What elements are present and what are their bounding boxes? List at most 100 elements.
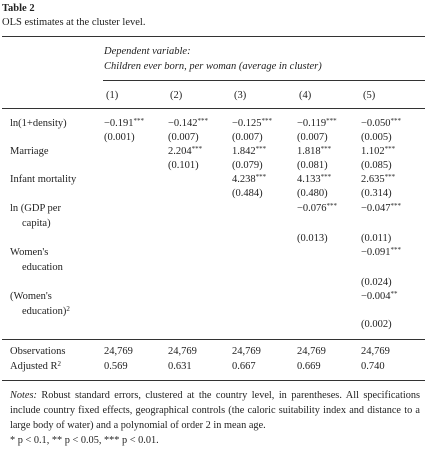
standard-error: (0.007) bbox=[168, 132, 199, 143]
coefficient: −0.191*** bbox=[104, 117, 144, 130]
stars: *** bbox=[384, 145, 396, 153]
stat-value: 24,769 bbox=[232, 346, 261, 357]
row-label: Infant mortality bbox=[10, 174, 77, 185]
stat-value: 24,769 bbox=[168, 346, 197, 357]
stars: *** bbox=[326, 117, 337, 125]
stars: *** bbox=[390, 202, 402, 210]
coefficient: 1.818*** bbox=[297, 145, 331, 158]
standard-error: (0.001) bbox=[104, 132, 135, 143]
stat-value: 0.569 bbox=[104, 361, 128, 372]
coefficient: 4.133*** bbox=[297, 173, 331, 186]
stars: *** bbox=[320, 145, 332, 153]
table-caption: OLS estimates at the cluster level. bbox=[2, 17, 146, 28]
row-label: Marriage bbox=[10, 146, 49, 157]
standard-error: (0.480) bbox=[297, 188, 328, 199]
coefficient: 1.842*** bbox=[232, 145, 266, 158]
coefficient: 4.238*** bbox=[232, 173, 266, 186]
table-title: Table 2 bbox=[2, 3, 35, 14]
standard-error: (0.314) bbox=[361, 188, 392, 199]
stat-value: 0.667 bbox=[232, 361, 256, 372]
stat-value: 24,769 bbox=[297, 346, 326, 357]
label-superscript: 2 bbox=[57, 360, 62, 368]
rule bbox=[2, 380, 425, 381]
coef-value: 4.133 bbox=[297, 174, 321, 185]
coef-value: 1.818 bbox=[297, 146, 321, 157]
stat-value: 24,769 bbox=[361, 346, 390, 357]
column-header: (4) bbox=[299, 90, 312, 101]
stars: *** bbox=[197, 117, 209, 125]
standard-error: (0.081) bbox=[297, 160, 328, 171]
coef-value: −0.050 bbox=[361, 118, 391, 129]
rule bbox=[2, 339, 425, 340]
label-superscript: 2 bbox=[66, 305, 70, 313]
stars: ** bbox=[390, 290, 398, 298]
coef-value: −0.119 bbox=[297, 118, 327, 129]
coefficient: 2.204*** bbox=[168, 145, 202, 158]
row-label: ln(1+density) bbox=[10, 118, 67, 129]
coef-value: −0.091 bbox=[361, 247, 391, 258]
coef-value: −0.047 bbox=[361, 203, 391, 214]
stat-label: Observations bbox=[10, 346, 66, 357]
stat-label: Adjusted R2 bbox=[10, 360, 62, 373]
column-header: (5) bbox=[363, 90, 376, 101]
coefficient: −0.091*** bbox=[361, 246, 401, 259]
standard-error: (0.007) bbox=[232, 132, 263, 143]
coef-value: 1.842 bbox=[232, 146, 256, 157]
standard-error: (0.484) bbox=[232, 188, 263, 199]
standard-error: (0.011) bbox=[361, 233, 392, 244]
rule bbox=[2, 36, 425, 37]
standard-error: (0.005) bbox=[361, 132, 392, 143]
row-label: education)2 bbox=[22, 305, 70, 318]
stars: *** bbox=[320, 173, 332, 181]
stars: *** bbox=[384, 173, 396, 181]
row-label: Women's bbox=[10, 247, 49, 258]
coef-value: −0.076 bbox=[297, 203, 327, 214]
coef-value: 2.204 bbox=[168, 146, 192, 157]
coef-value: −0.004 bbox=[361, 291, 391, 302]
rule bbox=[2, 108, 425, 109]
rule bbox=[103, 80, 425, 81]
coefficient: 2.635*** bbox=[361, 173, 395, 186]
row-label: capita) bbox=[22, 218, 51, 229]
standard-error: (0.101) bbox=[168, 160, 199, 171]
stat-value: 0.631 bbox=[168, 361, 192, 372]
coefficient: −0.119*** bbox=[297, 117, 337, 130]
row-label: ln (GDP per bbox=[10, 203, 61, 214]
coefficient: 1.102*** bbox=[361, 145, 395, 158]
stars: *** bbox=[133, 117, 145, 125]
standard-error: (0.013) bbox=[297, 233, 328, 244]
stat-value: 0.740 bbox=[361, 361, 385, 372]
stars: *** bbox=[390, 117, 402, 125]
row-label: (Women's bbox=[10, 291, 52, 302]
column-header: (2) bbox=[170, 90, 183, 101]
standard-error: (0.007) bbox=[297, 132, 328, 143]
notes: Notes: Robust standard errors, clustered… bbox=[10, 388, 420, 448]
coef-value: −0.191 bbox=[104, 118, 134, 129]
row-label: education bbox=[22, 262, 63, 273]
stars: *** bbox=[390, 246, 402, 254]
stars: *** bbox=[326, 202, 338, 210]
coefficient: −0.050*** bbox=[361, 117, 401, 130]
standard-error: (0.085) bbox=[361, 160, 392, 171]
standard-error: (0.079) bbox=[232, 160, 263, 171]
coef-value: −0.142 bbox=[168, 118, 198, 129]
standard-error: (0.024) bbox=[361, 277, 392, 288]
coefficient: −0.004** bbox=[361, 290, 398, 303]
stars: *** bbox=[255, 173, 267, 181]
stat-value: 24,769 bbox=[104, 346, 133, 357]
column-header: (1) bbox=[106, 90, 119, 101]
coefficient: −0.047*** bbox=[361, 202, 401, 215]
stars: *** bbox=[255, 145, 267, 153]
standard-error: (0.002) bbox=[361, 319, 392, 330]
coefficient: −0.125*** bbox=[232, 117, 272, 130]
notes-text: Robust standard errors, clustered at the… bbox=[10, 390, 420, 431]
coef-value: 2.635 bbox=[361, 174, 385, 185]
stars: *** bbox=[191, 145, 203, 153]
coefficient: −0.142*** bbox=[168, 117, 208, 130]
coef-value: 1.102 bbox=[361, 146, 385, 157]
coef-value: 4.238 bbox=[232, 174, 256, 185]
stat-value: 0.669 bbox=[297, 361, 321, 372]
dep-label: Dependent variable: bbox=[104, 46, 191, 57]
coefficient: −0.076*** bbox=[297, 202, 337, 215]
